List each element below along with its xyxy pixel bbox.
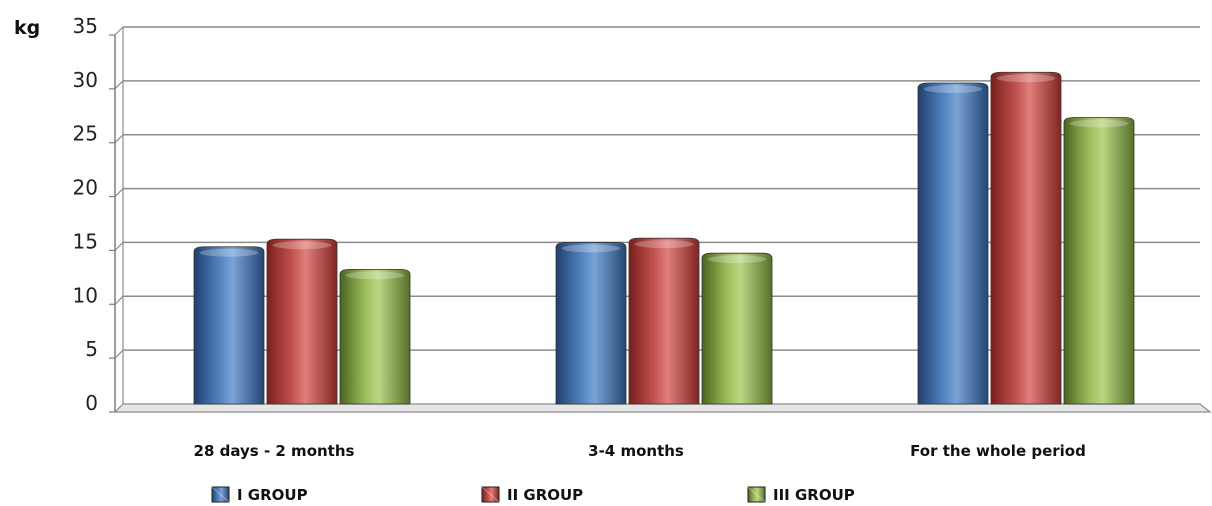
bar [339,268,411,405]
legend-swatch-shine [211,486,230,503]
legend-swatch [481,486,500,503]
bar-body [701,252,773,405]
y-unit-label: kg [14,17,40,39]
legend-item: I GROUP [211,486,308,504]
y-tick-label: 5 [85,337,98,361]
gridline-depth [114,242,124,251]
axes [109,27,1212,413]
bar-body [555,242,627,405]
gridline-depth [114,134,124,144]
bar [701,252,773,405]
bar [193,246,265,405]
legend-item: II GROUP [481,486,583,504]
bar-body [339,268,411,405]
y-tick-label: 25 [73,122,98,146]
category-label: For the whole period [910,442,1086,460]
bar-highlight [1069,119,1129,128]
gridline-depth [114,295,124,305]
legend-swatch-shine [481,486,500,503]
bar-highlight [272,241,332,250]
bar [917,82,989,405]
bar-body [990,71,1062,405]
y-tick-label: 20 [73,176,98,200]
bars [193,71,1135,405]
bar [555,242,627,405]
legend-swatch [747,486,766,503]
bar-body [917,82,989,405]
legend-swatch-shine [747,486,766,503]
legend-label: I GROUP [237,486,308,504]
category-label: 3-4 months [588,442,684,460]
gridline-depth [114,188,124,197]
y-tick-label: 10 [73,283,98,307]
bar [266,238,338,405]
bar [1063,117,1135,405]
legend-swatch [211,486,230,503]
bar-highlight [634,240,694,249]
bar-highlight [199,248,259,257]
bar-body [628,237,700,405]
y-tick-label: 15 [73,229,98,253]
legend-item: III GROUP [747,486,855,504]
category-label: 28 days - 2 months [194,442,355,460]
chart-floor [113,403,1212,413]
legend-label: III GROUP [773,486,855,504]
gridline-depth [114,80,124,90]
y-tick-label: 35 [73,14,98,38]
y-tick-label: 0 [85,391,98,415]
bar-highlight [923,85,983,94]
bar-highlight [345,271,405,280]
bar-body [1063,117,1135,405]
bar [628,237,700,405]
bar [990,71,1062,405]
bar-body [266,238,338,405]
legend-label: II GROUP [507,486,583,504]
y-tick-label: 30 [73,68,98,92]
legend: I GROUP II GROUP III GROUP [211,486,855,504]
bar-highlight [561,244,621,253]
bar-highlight [707,255,767,264]
bar-highlight [996,74,1056,83]
bar-body [193,246,265,405]
gridline-depth [114,349,124,359]
gridline-depth [114,26,124,36]
labels: 0 5 10 15 20 25 30 35 kg 28 days - 2 months 3-4 mo… [14,14,1086,460]
